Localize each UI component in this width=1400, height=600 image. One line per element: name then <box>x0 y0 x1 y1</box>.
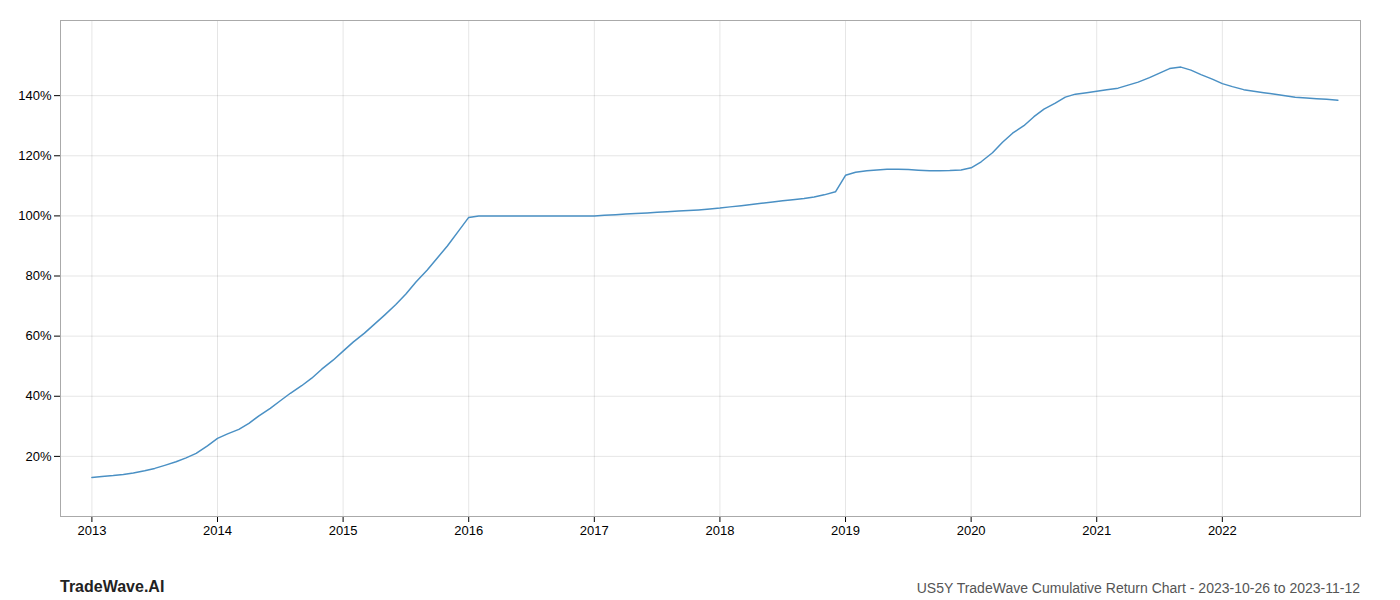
svg-text:140%: 140% <box>18 88 52 103</box>
svg-text:80%: 80% <box>25 268 51 283</box>
svg-text:120%: 120% <box>18 148 52 163</box>
svg-text:40%: 40% <box>25 388 51 403</box>
svg-text:2019: 2019 <box>831 523 860 538</box>
svg-text:100%: 100% <box>18 208 52 223</box>
svg-text:2021: 2021 <box>1082 523 1111 538</box>
svg-text:2022: 2022 <box>1208 523 1237 538</box>
svg-text:60%: 60% <box>25 328 51 343</box>
svg-text:2013: 2013 <box>77 523 106 538</box>
svg-text:20%: 20% <box>25 449 51 464</box>
svg-text:2016: 2016 <box>454 523 483 538</box>
svg-text:2018: 2018 <box>705 523 734 538</box>
svg-text:2014: 2014 <box>203 523 232 538</box>
svg-text:2017: 2017 <box>580 523 609 538</box>
html-text:TradeWave.AI: TradeWave.AI <box>60 578 165 595</box>
html-text:US5Y TradeWave Cumulative Retu: US5Y TradeWave Cumulative Return Chart -… <box>916 580 1360 596</box>
svg-text:2015: 2015 <box>329 523 358 538</box>
svg-text:2020: 2020 <box>957 523 986 538</box>
